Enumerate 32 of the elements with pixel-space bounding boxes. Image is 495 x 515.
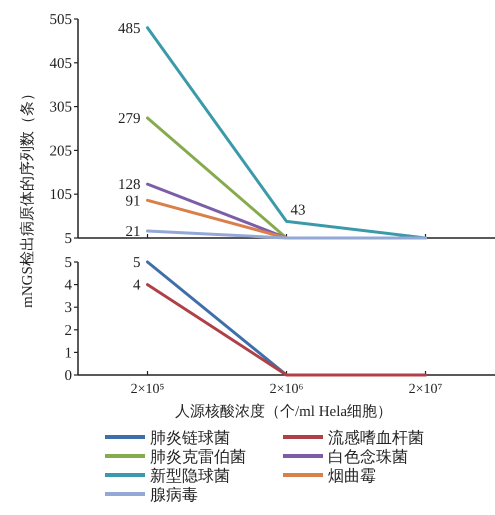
legend-label: 流感嗜血杆菌 [328, 429, 424, 447]
x-tick-label: 2×10⁶ [270, 382, 304, 397]
y-tick-label: 0 [64, 368, 72, 384]
data-label: 43 [290, 202, 306, 218]
y-tick-label: 105 [50, 187, 72, 204]
data-label: 128 [118, 177, 140, 194]
y-tick-label: 3 [64, 300, 72, 316]
data-label: 485 [118, 20, 140, 37]
y-axis-title: mNGS检出病原体的序列数（条） [19, 86, 36, 308]
legend-label: 新型隐球菌 [150, 467, 230, 485]
legend-label: 烟曲霉 [328, 467, 376, 485]
y-tick-label: 2 [64, 322, 72, 339]
y-tick-label: 5 [64, 231, 72, 247]
y-tick-label: 505 [50, 12, 72, 28]
data-label: 91 [126, 193, 140, 210]
y-tick-label: 1 [64, 345, 72, 362]
x-tick-label: 2×10⁵ [130, 382, 165, 397]
y-tick-label: 405 [50, 56, 72, 72]
y-tick-label: 5 [64, 255, 72, 271]
legend-label: 肺炎克雷伯菌 [150, 448, 246, 466]
data-label: 279 [118, 110, 140, 127]
data-label: 4 [133, 278, 141, 294]
data-label: 21 [126, 224, 140, 240]
data-label: 5 [133, 255, 140, 271]
y-tick-label: 305 [50, 100, 72, 116]
x-tick-label: 2×10⁷ [408, 382, 443, 397]
y-tick-label: 4 [64, 278, 72, 294]
x-axis-title: 人源核酸浓度（个/ml Hela细胞） [174, 403, 392, 420]
legend-label: 肺炎链球菌 [150, 429, 230, 447]
y-tick-label: 205 [50, 143, 72, 160]
legend-label: 腺病毒 [150, 486, 198, 504]
legend-label: 白色念珠菌 [328, 448, 408, 466]
